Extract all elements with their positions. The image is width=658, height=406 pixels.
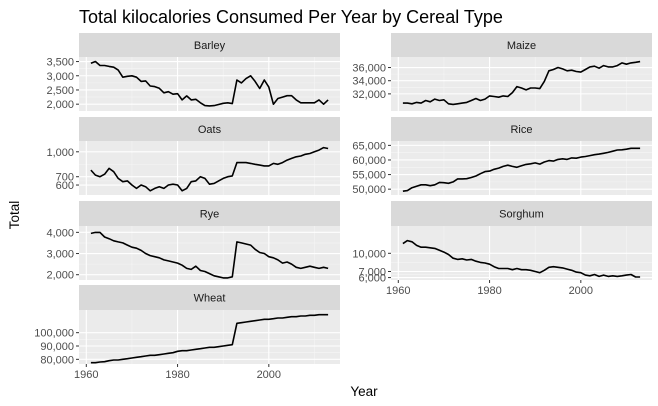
strip-wheat [79,285,340,310]
y-tick-label: 1,000 [46,147,74,159]
x-axis-label: Year [350,384,378,399]
panel-barley: Barley 2,000 2,500 3,000 3,500 [46,33,340,111]
x-tick-label: 2000 [257,369,281,381]
y-tick-label: 4,000 [46,227,74,239]
y-tick-label: 34,000 [352,76,386,88]
strip-rice [391,117,652,141]
series-line-maize [402,60,641,106]
strip-sorghum [391,201,652,226]
panel-background-maize [391,57,652,111]
strip-label-sorghum: Sorghum [499,209,544,221]
y-tick-label: 3,000 [46,249,74,261]
chart-title: Total kilocalories Consumed Per Year by … [79,7,503,27]
y-tick-label: 2,000 [46,270,74,282]
series-line-wheat [90,313,329,364]
y-tick-label: 55,000 [352,170,386,182]
y-tick-label: 600 [56,180,74,192]
panel-background-barley [79,57,340,111]
y-tick-label: 3,500 [46,57,74,69]
strip-maize [391,33,652,57]
facet-panels: Barley 2,000 2,500 3,000 3,500 Maize 32,00034,… [34,33,652,381]
y-tick-label: 2,500 [46,85,74,97]
panel-rice: Rice 50,000 55,000 60,000 65,000 [352,117,652,196]
series-line-rye [90,231,329,279]
y-tick-label: 90,000 [40,341,74,353]
strip-rye [79,201,340,226]
panel-background-oats [79,141,340,195]
series-line-rice [402,147,641,192]
strip-label-oats: Oats [198,124,222,136]
y-tick-label: 700 [56,172,74,184]
y-tick-label: 7,000 [358,267,386,279]
y-tick-label: 80,000 [40,354,74,366]
strip-label-rice: Rice [510,124,532,136]
strip-oats [79,117,340,141]
strip-label-barley: Barley [194,40,226,52]
strip-label-maize: Maize [507,40,536,52]
panel-background-wheat [79,310,340,364]
series-line-oats [90,146,329,192]
y-axis-label: Total [7,201,22,230]
y-tick-label: 2,000 [46,99,74,111]
strip-label-rye: Rye [200,209,220,221]
panel-background-rice [391,141,652,195]
y-tick-label: 3,000 [46,71,74,83]
x-tick-label: 1980 [165,369,189,381]
strip-barley [79,33,340,57]
strip-label-wheat: Wheat [194,293,226,305]
x-tick-label: 1980 [477,285,501,297]
y-tick-label: 60,000 [352,155,386,167]
y-tick-label: 36,000 [352,63,386,75]
x-tick-label: 2000 [569,285,593,297]
y-tick-label: 32,000 [352,89,386,101]
x-tick-label: 1960 [74,369,98,381]
series-line-sorghum [402,239,641,278]
y-tick-label: 6,000 [358,273,386,285]
x-tick-label: 1960 [386,285,410,297]
y-tick-label: 50,000 [352,184,386,196]
panel-rye: Rye 2,000 3,000 4,000 [46,201,340,282]
y-tick-label: 10,000 [352,248,386,260]
series-line-barley [90,60,329,107]
y-tick-label: 100,000 [34,328,74,340]
y-tick-label: 65,000 [352,140,386,152]
